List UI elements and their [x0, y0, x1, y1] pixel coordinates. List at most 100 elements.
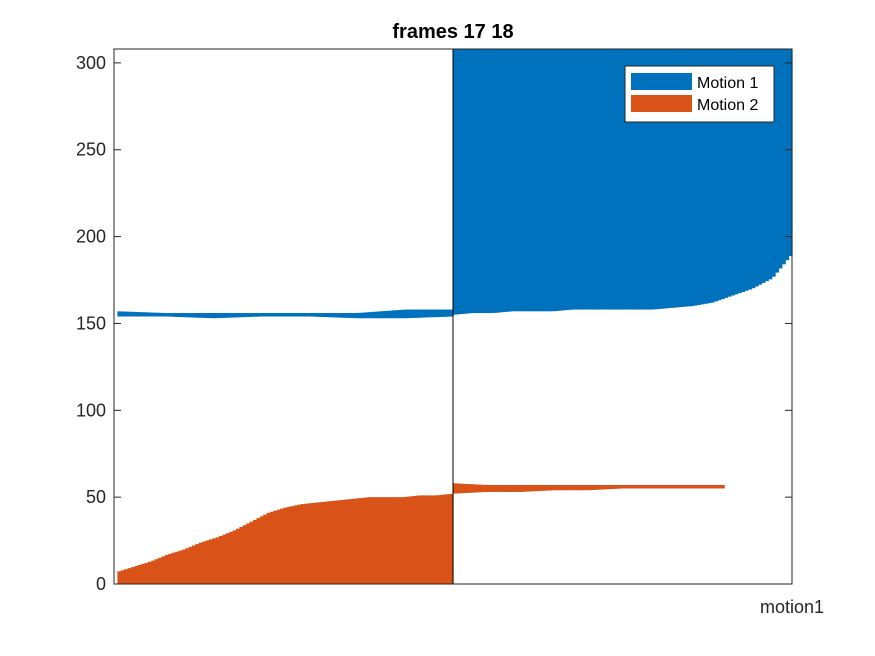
bar-motion-2 — [205, 540, 210, 584]
bar-motion-1 — [697, 49, 702, 305]
bar-motion-1 — [191, 313, 196, 318]
bar-motion-1 — [507, 49, 512, 312]
bar-motion-2 — [419, 495, 424, 584]
bar-motion-1 — [605, 49, 610, 310]
bar-motion-1 — [503, 49, 508, 312]
legend[interactable]: Motion 1 Motion 2 — [624, 65, 775, 123]
bar-motion-1 — [310, 313, 315, 317]
bar-motion-2 — [656, 484, 661, 489]
bar-motion-1 — [781, 49, 786, 265]
bar-motion-1 — [215, 313, 220, 319]
bar-motion-1 — [683, 49, 688, 307]
bar-motion-1 — [300, 313, 305, 317]
y-tick-label: 250 — [76, 140, 106, 160]
bar-motion-1 — [541, 49, 546, 312]
bar-motion-2 — [256, 518, 261, 584]
bar-motion-2 — [622, 484, 627, 489]
y-tick-label: 150 — [76, 313, 106, 333]
bar-motion-1 — [158, 312, 163, 317]
bar-motion-2 — [222, 534, 227, 584]
bar-motion-2 — [229, 531, 234, 584]
bar-motion-1 — [371, 311, 376, 319]
bar-motion-2 — [524, 484, 529, 492]
bar-motion-1 — [449, 309, 454, 317]
bar-motion-2 — [608, 484, 613, 490]
bar-motion-1 — [744, 49, 749, 291]
bar-motion-1 — [490, 49, 495, 314]
bar-motion-2 — [388, 497, 393, 584]
bar-motion-1 — [344, 313, 349, 318]
bar-motion-2 — [666, 484, 671, 489]
bar-motion-1 — [137, 312, 142, 317]
bar-motion-2 — [364, 497, 369, 584]
bar-motion-2 — [683, 484, 688, 489]
bar-motion-2 — [117, 571, 122, 584]
bar-motion-2 — [439, 494, 444, 584]
bar-motion-1 — [130, 311, 135, 317]
bar-motion-1 — [222, 313, 227, 318]
bar-motion-2 — [578, 484, 583, 491]
bar-motion-2 — [612, 484, 617, 489]
bar-motion-1 — [598, 49, 603, 310]
bar-motion-2 — [378, 497, 383, 584]
bar-motion-1 — [659, 49, 664, 309]
bar-motion-2 — [649, 484, 654, 489]
bar-motion-2 — [429, 495, 434, 584]
bar-motion-2 — [280, 508, 285, 584]
bar-motion-2 — [249, 521, 254, 584]
bar-motion-2 — [320, 501, 325, 584]
bar-motion-2 — [469, 484, 474, 493]
bar-motion-2 — [561, 484, 566, 491]
bar-motion-2 — [130, 567, 135, 584]
bar-motion-1 — [425, 309, 430, 318]
bar-motion-2 — [164, 554, 169, 584]
bar-motion-2 — [181, 549, 186, 584]
bar-motion-2 — [391, 497, 396, 584]
bar-motion-1 — [280, 313, 285, 317]
bar-motion-2 — [673, 484, 678, 489]
bar-motion-2 — [215, 537, 220, 584]
bar-motion-2 — [463, 483, 468, 494]
bar-motion-1 — [554, 49, 559, 311]
y-tick-label: 200 — [76, 227, 106, 247]
bar-motion-2 — [510, 484, 515, 492]
bar-motion-2 — [527, 484, 532, 492]
bar-motion-2 — [534, 484, 539, 492]
chart-title: frames 17 18 — [392, 21, 513, 43]
bar-motion-1 — [181, 313, 186, 318]
bar-motion-2 — [361, 497, 366, 584]
bar-motion-2 — [568, 484, 573, 491]
bar-motion-2 — [697, 484, 702, 489]
bar-motion-2 — [385, 497, 390, 584]
bar-motion-1 — [585, 49, 590, 310]
bar-motion-1 — [419, 309, 424, 318]
bar-motion-1 — [242, 313, 247, 318]
bar-motion-1 — [693, 49, 698, 306]
bar-motion-2 — [520, 484, 525, 492]
bar-motion-1 — [293, 313, 298, 317]
bar-motion-1 — [700, 49, 705, 305]
bar-motion-2 — [717, 484, 722, 489]
bar-motion-1 — [785, 49, 790, 261]
bar-motion-1 — [564, 49, 569, 311]
bar-motion-2 — [415, 495, 420, 584]
bar-motion-1 — [317, 313, 322, 317]
bar-motion-2 — [514, 484, 519, 492]
bar-motion-1 — [412, 309, 417, 318]
bar-motion-2 — [219, 535, 224, 584]
y-tick-label: 100 — [76, 400, 106, 420]
bar-motion-2 — [368, 497, 373, 584]
bar-motion-1 — [368, 312, 373, 319]
bar-motion-1 — [286, 313, 291, 317]
bar-motion-2 — [178, 550, 183, 584]
bar-motion-2 — [581, 484, 586, 491]
bar-motion-1 — [629, 49, 634, 310]
bar-motion-2 — [269, 511, 274, 584]
bar-motion-1 — [608, 49, 613, 310]
bar-motion-2 — [466, 484, 471, 493]
bar-motion-2 — [310, 503, 315, 584]
bar-motion-1 — [432, 309, 437, 318]
bar-motion-2 — [188, 546, 193, 584]
bar-motion-1 — [175, 313, 180, 317]
bar-motion-1 — [636, 49, 641, 310]
